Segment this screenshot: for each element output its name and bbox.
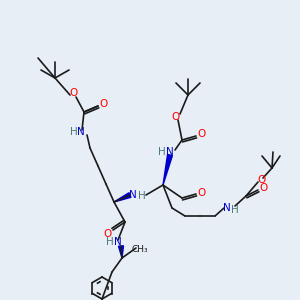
Text: N: N — [223, 203, 231, 213]
Text: N: N — [114, 237, 122, 247]
Text: CH₃: CH₃ — [132, 245, 148, 254]
Text: O: O — [172, 112, 180, 122]
Text: N: N — [166, 147, 174, 157]
Text: O: O — [260, 183, 268, 193]
Text: H: H — [70, 127, 78, 137]
Text: H: H — [106, 237, 114, 247]
Text: H: H — [158, 147, 166, 157]
Polygon shape — [114, 193, 131, 202]
Text: O: O — [69, 88, 77, 98]
Text: O: O — [100, 99, 108, 109]
Text: O: O — [103, 229, 111, 239]
Text: N: N — [77, 127, 85, 137]
Polygon shape — [118, 246, 124, 258]
Text: H: H — [138, 191, 146, 201]
Text: O: O — [257, 175, 265, 185]
Text: O: O — [198, 129, 206, 139]
Text: O: O — [198, 188, 206, 198]
Text: N: N — [129, 190, 137, 200]
Polygon shape — [163, 154, 172, 185]
Text: H: H — [231, 205, 239, 215]
